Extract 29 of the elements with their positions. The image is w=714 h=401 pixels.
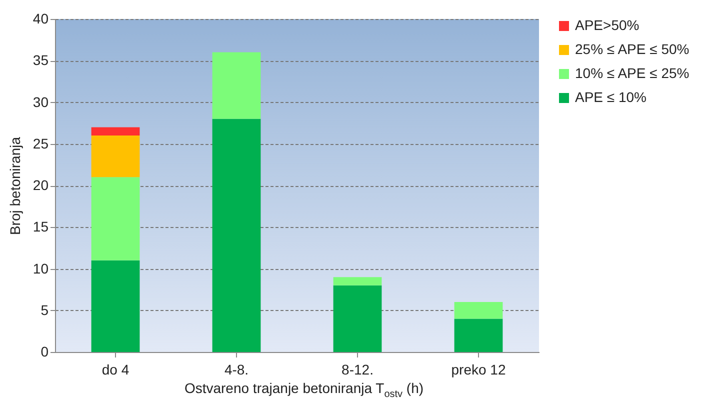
bar — [454, 318, 503, 352]
bar — [333, 277, 382, 286]
legend-label: 25% ≤ APE ≤ 50% — [575, 41, 690, 57]
y-tick-label: 25 — [32, 135, 49, 152]
x-tick-label: 8-12. — [342, 362, 374, 378]
bar — [454, 302, 503, 319]
x-tick-label: preko 12 — [451, 362, 506, 378]
y-tick-label: 30 — [32, 94, 49, 110]
x-axis-title: Ostvareno trajanje betoniranja T$_{ostv}$ (h) — [183, 380, 425, 400]
legend-label: APE ≤ 10% — [575, 89, 646, 105]
y-tick-label: 40 — [32, 10, 49, 26]
bar — [212, 118, 261, 352]
bar — [91, 260, 140, 352]
bar — [333, 285, 382, 352]
y-tick-label: 20 — [32, 177, 49, 193]
x-tick-label: 4-8. — [224, 362, 249, 378]
legend-label: APE>50% — [575, 17, 640, 33]
bar — [91, 136, 140, 178]
bar — [91, 177, 140, 260]
legend-label: 10% ≤ APE ≤ 25% — [575, 65, 690, 81]
bar — [212, 52, 261, 119]
y-tick-label: 35 — [32, 52, 49, 68]
y-axis-title: Broj betoniranja — [6, 136, 23, 236]
y-tick-label: 15 — [32, 218, 49, 235]
y-tick-label: 10 — [32, 260, 49, 276]
bar — [91, 127, 140, 136]
y-tick-label: 0 — [40, 344, 49, 360]
x-tick-label: do 4 — [102, 362, 130, 378]
y-tick-label: 5 — [40, 302, 49, 318]
